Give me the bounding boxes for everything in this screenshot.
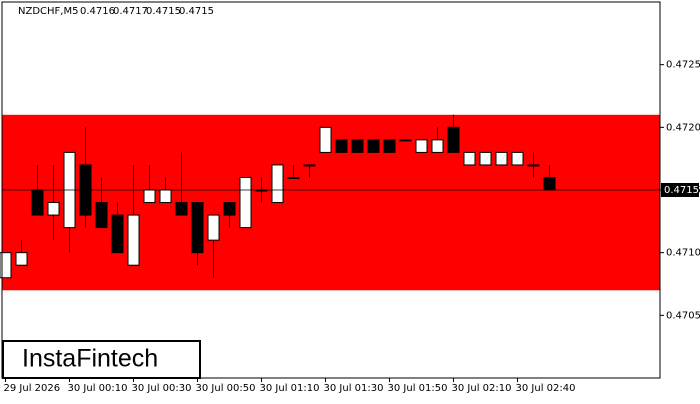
candle-body <box>175 202 188 216</box>
candle-body <box>0 252 12 279</box>
candle-body <box>159 189 172 204</box>
candle-body <box>495 151 508 166</box>
candle-body <box>527 164 540 167</box>
candle-body <box>303 164 316 167</box>
logo: InstaFintech <box>22 345 158 373</box>
x-tick-label: 30 Jul 00:10 <box>68 383 128 394</box>
candle-body <box>47 202 60 216</box>
y-tick-label: 0.4725 <box>666 60 700 71</box>
candle-body <box>191 202 204 254</box>
x-tick-label: 30 Jul 01:30 <box>324 383 384 394</box>
candle-body <box>383 139 396 153</box>
candle-body <box>351 139 364 153</box>
price-label: 0.4715 <box>664 185 699 196</box>
header-high: 0.4717 <box>113 6 148 17</box>
x-tick-label: 30 Jul 02:40 <box>516 383 576 394</box>
candle-body <box>127 214 140 266</box>
candle-body <box>95 202 108 229</box>
x-tick-label: 30 Jul 00:50 <box>196 383 256 394</box>
y-tick-label: 0.4705 <box>666 310 700 321</box>
candle-body <box>111 214 124 254</box>
candle-body <box>239 176 252 229</box>
candle-body <box>143 189 156 204</box>
candle-body <box>415 139 428 153</box>
x-tick-label: 29 Jul 2026 <box>4 383 61 394</box>
candle-body <box>399 139 412 142</box>
x-tick-label: 30 Jul 01:10 <box>260 383 320 394</box>
x-tick-label: 30 Jul 02:10 <box>452 383 512 394</box>
candle-body <box>431 139 444 153</box>
candle-body <box>287 176 300 179</box>
x-tick-label: 30 Jul 00:30 <box>132 383 192 394</box>
y-tick-label: 0.4720 <box>666 122 700 133</box>
candle-body <box>463 151 476 166</box>
candle-body <box>15 252 28 266</box>
candle-body <box>271 164 284 204</box>
candle-body <box>511 151 524 166</box>
candle-body <box>31 189 44 216</box>
candle-body <box>367 139 380 153</box>
header-low: 0.4715 <box>146 6 181 17</box>
candle-body <box>543 176 556 191</box>
candle-body <box>207 214 220 241</box>
price-label-box <box>661 183 699 197</box>
chart-title: NZDCHF,M5 <box>18 6 78 17</box>
candle-body <box>335 139 348 153</box>
candle-body <box>319 126 332 153</box>
header-close: 0.4715 <box>179 6 214 17</box>
x-tick-label: 30 Jul 01:50 <box>388 383 448 394</box>
header-open: 0.4716 <box>80 6 115 17</box>
candle-body <box>223 202 236 216</box>
candle-body <box>447 126 460 153</box>
y-tick-label: 0.4710 <box>666 248 700 259</box>
candle-body <box>479 151 492 166</box>
